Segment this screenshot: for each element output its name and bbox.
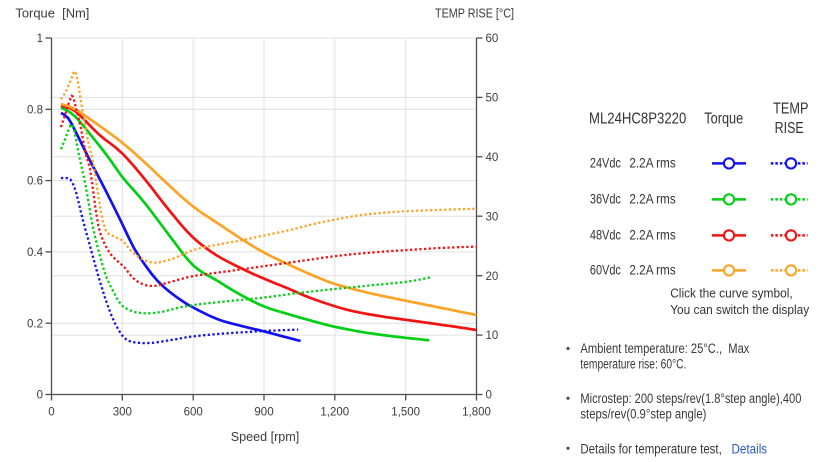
svg-text:1: 1: [37, 33, 43, 45]
svg-text:300: 300: [113, 407, 132, 419]
svg-text:60Vdc: 60Vdc: [590, 263, 621, 278]
svg-text:60: 60: [486, 33, 499, 45]
svg-text:10: 10: [486, 330, 499, 342]
svg-text:Ambient temperature: 25°C., M: Ambient temperature: 25°C., Max: [580, 341, 749, 356]
svg-text:24Vdc: 24Vdc: [590, 156, 621, 171]
svg-text:steps/rev(0.9°step angle): steps/rev(0.9°step angle): [580, 407, 706, 422]
svg-text:600: 600: [184, 407, 203, 419]
svg-text:0.4: 0.4: [27, 247, 44, 259]
svg-text:You can switch the display: You can switch the display: [670, 302, 809, 317]
svg-text:Torque: Torque: [704, 110, 743, 127]
svg-text:48Vdc: 48Vdc: [590, 228, 621, 243]
svg-text:50: 50: [486, 93, 499, 105]
svg-text:TEMP: TEMP: [773, 101, 808, 118]
svg-text:0.6: 0.6: [27, 176, 43, 188]
svg-text:0: 0: [48, 407, 54, 419]
svg-text:1,200: 1,200: [320, 407, 349, 419]
svg-text:0.8: 0.8: [27, 104, 43, 116]
svg-text:Speed [rpm]: Speed [rpm]: [231, 430, 300, 444]
svg-text:0.2: 0.2: [27, 318, 43, 330]
svg-text:2.2A rms: 2.2A rms: [629, 192, 676, 207]
svg-text:1,800: 1,800: [462, 407, 491, 419]
svg-text:36Vdc: 36Vdc: [590, 192, 621, 207]
svg-text:40: 40: [486, 152, 499, 164]
svg-text:temperature rise: 60°C.: temperature rise: 60°C.: [580, 357, 686, 372]
svg-text:Details: Details: [732, 442, 768, 457]
svg-text:2.2A rms: 2.2A rms: [629, 156, 676, 171]
svg-text:20: 20: [486, 271, 499, 283]
svg-text:0: 0: [37, 390, 43, 402]
svg-text:900: 900: [254, 407, 273, 419]
svg-text:Details for temperature test,: Details for temperature test,: [580, 442, 721, 457]
svg-text:0: 0: [486, 390, 492, 402]
svg-text:RISE: RISE: [775, 120, 804, 137]
svg-text:2.2A rms: 2.2A rms: [629, 263, 676, 278]
svg-text:30: 30: [486, 211, 499, 223]
svg-text:Torque [Nm]: Torque [Nm]: [15, 5, 89, 20]
svg-text:TEMP RISE [°C]: TEMP RISE [°C]: [435, 6, 514, 20]
svg-text:1,500: 1,500: [391, 407, 420, 419]
svg-text:ML24HC8P3220: ML24HC8P3220: [589, 110, 686, 127]
svg-text:2.2A rms: 2.2A rms: [629, 228, 676, 243]
svg-text:Microstep: 200 steps/rev(1.8°s: Microstep: 200 steps/rev(1.8°step angle)…: [580, 391, 801, 406]
svg-text:Click the curve symbol,: Click the curve symbol,: [670, 285, 793, 300]
